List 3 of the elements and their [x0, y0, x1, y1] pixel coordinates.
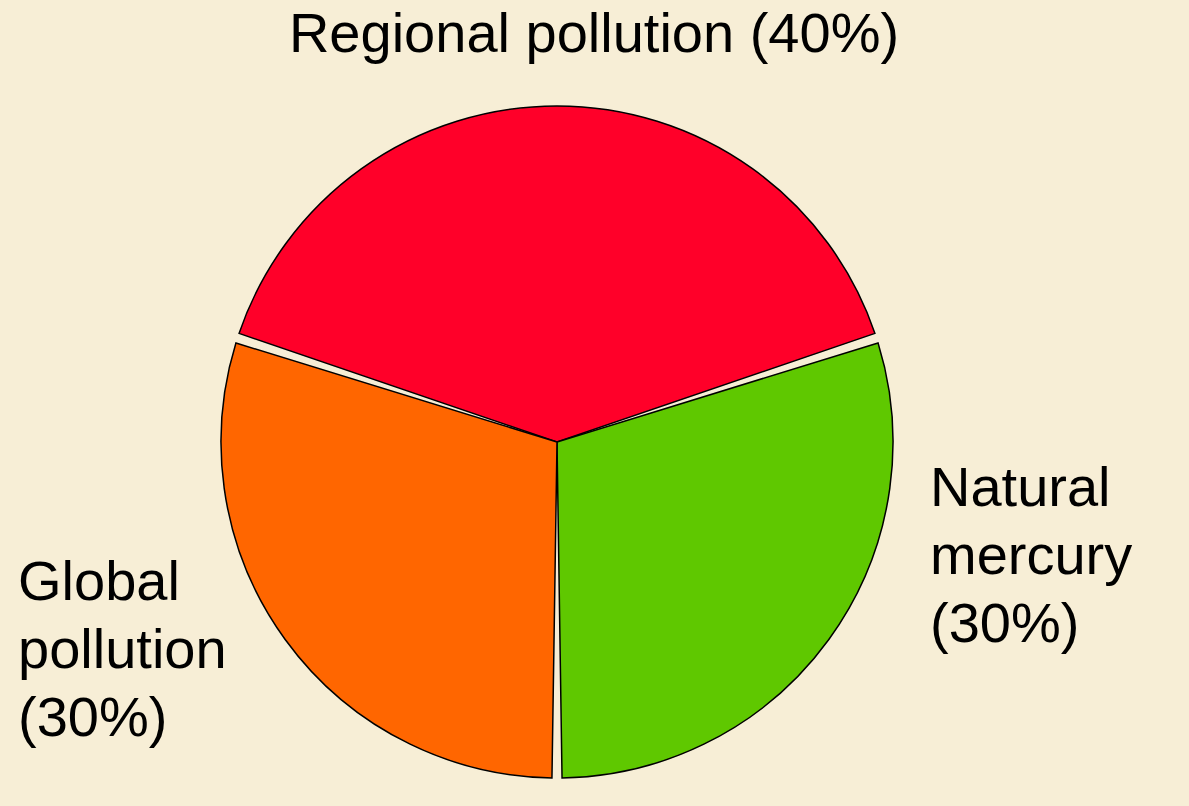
slice-label: Natural mercury (30%)	[930, 455, 1133, 654]
slice-label: Global pollution (30%)	[18, 549, 227, 748]
slice-label: Regional pollution (40%)	[288, 1, 900, 64]
